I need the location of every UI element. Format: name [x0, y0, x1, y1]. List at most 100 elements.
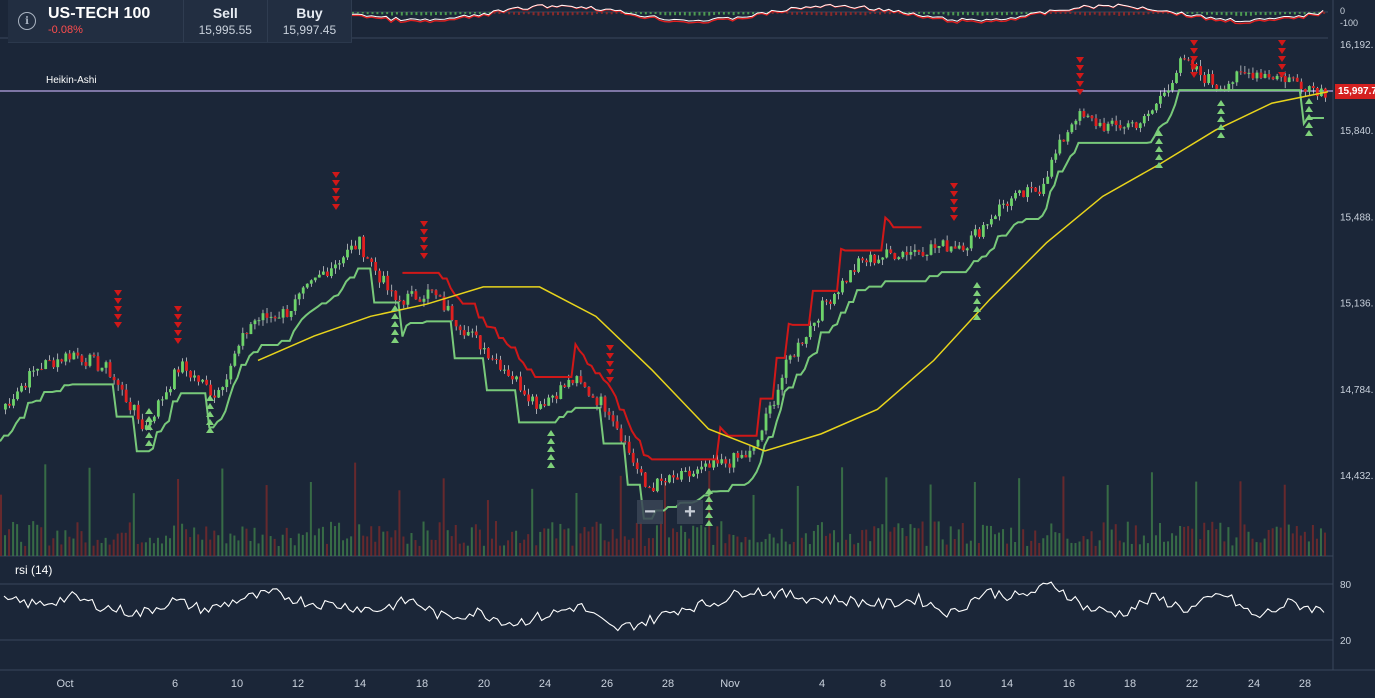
oscillator-bar: [678, 12, 681, 16]
oscillator-bar: [522, 12, 525, 15]
candle: [583, 382, 587, 387]
price-tick-label: 15,136.: [1340, 299, 1373, 310]
oscillator-bar: [732, 12, 735, 16]
time-tick-label: 18: [1124, 678, 1136, 690]
buy-signal-arrow: [206, 419, 214, 425]
volume-bar: [1275, 526, 1278, 556]
oscillator-bar: [625, 12, 628, 14]
volume-bar: [897, 523, 900, 556]
oscillator-bar: [1005, 12, 1008, 16]
candle: [643, 472, 647, 487]
candle: [177, 369, 180, 373]
candle: [116, 380, 120, 385]
zoom-out-button[interactable]: −: [637, 500, 663, 524]
buy-signal-arrow: [206, 411, 214, 417]
volume-bar: [672, 528, 675, 556]
sell-signal-arrow: [1278, 48, 1286, 54]
volume-bar: [559, 523, 562, 556]
sell-signal-arrow: [174, 322, 182, 328]
sell-signal-arrow: [606, 361, 614, 367]
candle: [639, 469, 643, 473]
candle: [342, 257, 345, 264]
volume-bar: [965, 543, 968, 556]
oscillator-bar: [454, 12, 457, 15]
oscillator-bar: [1269, 12, 1272, 15]
oscillator-bar: [444, 12, 447, 16]
info-icon[interactable]: i: [18, 12, 36, 30]
candle: [213, 395, 217, 398]
oscillator-bar: [1049, 12, 1052, 14]
sell-signal-arrow: [1076, 89, 1084, 95]
volume-bar: [1299, 535, 1302, 556]
buy-signal-arrow: [1155, 162, 1163, 168]
oscillator-bar: [366, 12, 369, 15]
candle: [889, 249, 893, 254]
volume-bar: [1283, 484, 1286, 556]
candle: [776, 389, 780, 405]
sell-signal-arrow: [1190, 56, 1198, 62]
candle: [591, 395, 595, 398]
volume-bar: [816, 524, 819, 556]
candle: [1291, 77, 1295, 79]
volume-bar: [1227, 527, 1230, 556]
oscillator-bar: [903, 12, 906, 14]
oscillator-bar: [425, 12, 428, 15]
candle: [977, 229, 981, 237]
sell-signal-arrow: [950, 199, 958, 205]
candle: [925, 254, 929, 256]
volume-bar: [1183, 526, 1186, 556]
instrument-info[interactable]: i US-TECH 100 -0.08%: [8, 0, 184, 42]
volume-bar: [551, 522, 554, 556]
volume-bar: [752, 494, 755, 556]
candle: [824, 300, 828, 302]
oscillator-bar: [1054, 12, 1057, 14]
candle: [828, 301, 832, 304]
volume-bar: [24, 545, 27, 556]
candle: [237, 345, 241, 354]
zoom-in-button[interactable]: +: [677, 500, 703, 524]
candle: [1211, 74, 1215, 85]
candle: [575, 376, 579, 384]
buy-signal-arrow: [1305, 122, 1313, 128]
volume-bar: [317, 528, 320, 556]
volume-bar: [740, 542, 743, 556]
buy-button[interactable]: Buy 15,997.45: [268, 0, 353, 42]
candle: [20, 385, 23, 392]
price-tick-label: 14,784.: [1340, 385, 1373, 396]
candle: [1299, 81, 1303, 89]
sell-signal-arrow: [1190, 48, 1198, 54]
volume-bar: [205, 526, 208, 556]
price-axis: 16,192. 15,840. 15,488. 15,136. 14,784. 14,43…: [1340, 40, 1373, 482]
oscillator-bar: [542, 12, 545, 16]
volume-bar: [217, 535, 220, 556]
oscillator-bar: [561, 12, 564, 16]
candle: [418, 299, 422, 302]
oscillator-bar: [537, 12, 540, 16]
candle: [1154, 103, 1158, 111]
volume-bar: [837, 542, 840, 556]
instrument-name: US-TECH 100: [48, 5, 151, 22]
candle: [1042, 183, 1046, 194]
candle: [370, 258, 374, 262]
candle: [764, 413, 768, 431]
volume-bar: [108, 544, 111, 556]
candle: [197, 375, 201, 382]
volume-bar: [406, 543, 409, 556]
candle: [499, 359, 502, 370]
oscillator-bar: [478, 12, 481, 14]
buy-signal-arrow: [391, 329, 399, 335]
candle: [442, 296, 446, 311]
volume-bar: [655, 525, 658, 556]
buy-signal-arrow: [1217, 108, 1225, 114]
volume-bar: [1094, 545, 1097, 556]
candle: [559, 385, 563, 399]
volume-bar: [993, 534, 996, 556]
volume-bar: [531, 488, 534, 556]
sell-button[interactable]: Sell 15,995.55: [184, 0, 268, 42]
volume-bar: [861, 530, 864, 556]
volume-bar: [579, 533, 582, 556]
volume-bar: [539, 531, 542, 556]
candle: [659, 478, 663, 482]
sell-signal-arrow: [114, 322, 122, 328]
